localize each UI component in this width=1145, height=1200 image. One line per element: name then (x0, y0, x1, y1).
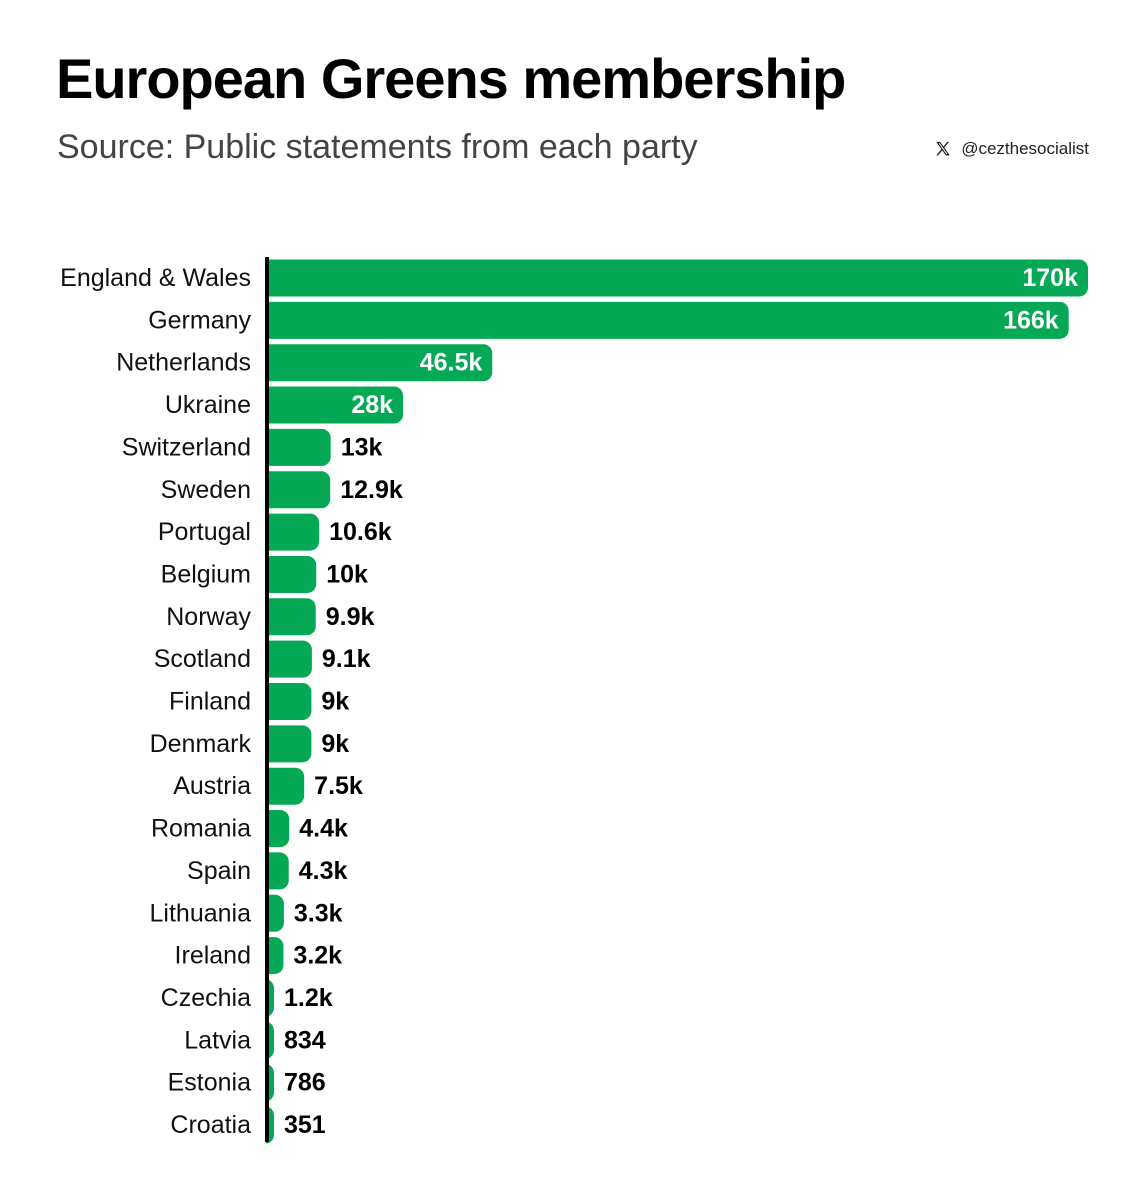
category-label: Ukraine (165, 391, 251, 419)
value-label: 9.1k (322, 645, 371, 673)
value-label: 28k (351, 391, 393, 419)
bar-0 (258, 259, 1088, 297)
bar-9 (258, 640, 312, 678)
category-label: Austria (173, 772, 251, 800)
axis-mask (256, 241, 266, 1162)
category-label: Denmark (150, 730, 252, 758)
category-label: Belgium (161, 560, 251, 588)
value-label: 170k (1022, 264, 1078, 292)
bar-2 (258, 344, 493, 382)
category-label: Sweden (161, 476, 251, 504)
bar-7 (258, 555, 317, 593)
value-label: 46.5k (420, 349, 483, 377)
category-label: Finland (169, 688, 251, 716)
value-label: 4.4k (299, 815, 348, 843)
category-label: Estonia (168, 1069, 251, 1097)
category-label: Portugal (158, 518, 251, 546)
value-label: 7.5k (314, 772, 363, 800)
value-label: 9k (321, 688, 349, 716)
value-label: 166k (1003, 306, 1059, 334)
bar-3 (258, 386, 404, 424)
category-label: Czechia (161, 984, 251, 1012)
category-label: Lithuania (150, 899, 252, 927)
value-label: 351 (284, 1111, 326, 1139)
x-logo-icon (936, 141, 950, 156)
category-label: Croatia (170, 1111, 251, 1139)
value-label: 834 (284, 1026, 326, 1054)
bar-12 (258, 767, 305, 805)
bar-11 (258, 725, 312, 763)
category-label: Switzerland (122, 433, 251, 461)
category-label: Netherlands (116, 349, 251, 377)
category-label: Latvia (184, 1026, 251, 1054)
value-label: 12.9k (340, 476, 403, 504)
value-label: 9.9k (326, 603, 375, 631)
value-label: 3.2k (293, 942, 342, 970)
credit-handle: @cezthesocialist (961, 139, 1089, 158)
category-label: Scotland (154, 645, 251, 673)
bar-5 (258, 471, 331, 509)
value-label: 1.2k (284, 984, 333, 1012)
value-label: 10k (326, 560, 368, 588)
category-label: England & Wales (60, 264, 251, 292)
value-label: 13k (341, 433, 383, 461)
value-label: 786 (284, 1069, 326, 1097)
author-credit[interactable]: @cezthesocialist (934, 137, 1089, 161)
category-label: Norway (166, 603, 251, 631)
bar-4 (258, 428, 331, 466)
value-label: 10.6k (329, 518, 392, 546)
bar-1 (258, 301, 1069, 339)
chart-subtitle: Source: Public statements from each part… (57, 128, 698, 166)
category-label: Ireland (175, 942, 251, 970)
value-label: 4.3k (299, 857, 348, 885)
category-label: Spain (187, 857, 251, 885)
category-label: Romania (151, 815, 251, 843)
value-label: 9k (321, 730, 349, 758)
bar-10 (258, 683, 312, 720)
category-label: Germany (148, 306, 251, 334)
chart-title: European Greens membership (56, 47, 846, 110)
bar-8 (258, 598, 316, 636)
bar-6 (258, 513, 320, 551)
value-label: 3.3k (294, 899, 343, 927)
